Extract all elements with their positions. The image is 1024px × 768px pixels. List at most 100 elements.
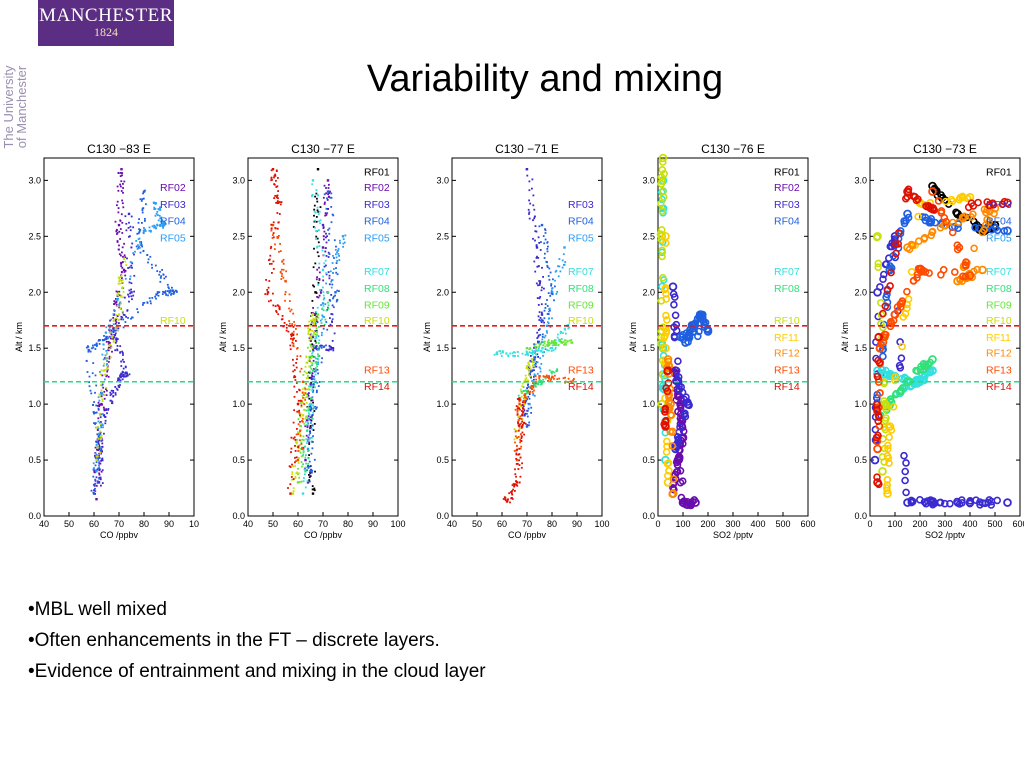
data-point xyxy=(304,486,307,489)
data-point xyxy=(161,225,164,227)
data-point xyxy=(104,419,107,422)
data-point xyxy=(308,388,311,391)
data-point xyxy=(554,285,556,288)
data-point xyxy=(546,248,549,250)
data-point xyxy=(167,286,170,289)
data-point xyxy=(311,399,314,402)
data-point xyxy=(272,292,274,295)
x-tick-label: 50 xyxy=(64,519,74,529)
data-point xyxy=(325,207,328,210)
data-point xyxy=(307,393,309,396)
data-point xyxy=(107,349,110,352)
data-point xyxy=(567,326,570,329)
data-point xyxy=(100,369,103,372)
data-point xyxy=(324,318,327,321)
data-point xyxy=(309,472,311,474)
data-point xyxy=(110,330,113,333)
data-point xyxy=(117,211,120,214)
data-point xyxy=(106,370,109,373)
data-point xyxy=(87,349,91,352)
data-point xyxy=(312,284,314,287)
data-point xyxy=(275,186,278,188)
data-point xyxy=(533,384,536,387)
data-point xyxy=(538,380,541,383)
data-point xyxy=(117,313,121,316)
data-point xyxy=(308,358,311,360)
data-point xyxy=(98,472,100,475)
series-rf14 xyxy=(872,185,1012,489)
legend-label-rf14: RF14 xyxy=(364,381,390,393)
data-point xyxy=(305,438,308,441)
data-point xyxy=(316,197,318,200)
data-point xyxy=(883,489,892,498)
data-point xyxy=(290,476,293,478)
data-point xyxy=(890,310,900,319)
data-point xyxy=(157,214,159,216)
data-point xyxy=(159,277,162,279)
chart-panel-71e: C130 −71 E 0.0 0.5 1.0 1.5 2.0 2.5 3.0 40 50 60 70 8… xyxy=(422,136,610,554)
data-point xyxy=(311,352,313,355)
data-point xyxy=(505,352,508,355)
data-point xyxy=(310,452,313,455)
data-point xyxy=(540,223,544,227)
data-point xyxy=(167,294,169,297)
data-point xyxy=(308,376,311,379)
x-axis-label: SO2 /pptv xyxy=(713,530,754,540)
data-point xyxy=(314,347,317,350)
data-point xyxy=(316,237,319,240)
data-point xyxy=(275,196,278,199)
data-point xyxy=(112,390,115,392)
data-point xyxy=(300,455,303,458)
data-point xyxy=(520,405,522,408)
data-point xyxy=(122,371,124,374)
data-point xyxy=(101,482,104,484)
data-point xyxy=(307,465,309,468)
data-point xyxy=(97,447,100,450)
data-point xyxy=(94,490,97,492)
data-point xyxy=(325,236,327,239)
data-point xyxy=(126,257,128,260)
data-point xyxy=(537,315,540,318)
data-point xyxy=(548,376,550,379)
data-point xyxy=(308,476,311,479)
data-point xyxy=(303,370,306,373)
data-point xyxy=(318,348,320,351)
data-point xyxy=(87,346,90,348)
data-point xyxy=(525,350,528,353)
data-point xyxy=(156,224,159,227)
data-point xyxy=(119,183,121,186)
data-point xyxy=(119,175,122,177)
data-point xyxy=(295,366,298,369)
data-point xyxy=(920,235,928,243)
data-point xyxy=(524,398,527,400)
data-point xyxy=(311,194,314,196)
data-point xyxy=(896,364,905,372)
data-point xyxy=(551,372,553,375)
y-axis-label: Alt / km xyxy=(14,322,24,352)
data-point xyxy=(530,412,532,414)
data-point xyxy=(101,400,104,402)
data-point xyxy=(535,244,538,246)
data-point xyxy=(316,368,319,371)
data-point xyxy=(93,469,96,472)
data-point xyxy=(95,343,98,345)
data-point xyxy=(519,441,521,444)
data-point xyxy=(322,305,325,307)
y-tick-label: 0.5 xyxy=(28,455,41,465)
data-point xyxy=(115,321,118,324)
data-point xyxy=(531,384,533,387)
data-point xyxy=(119,307,122,310)
data-point xyxy=(121,316,124,319)
data-point xyxy=(553,374,556,377)
data-point xyxy=(518,453,521,455)
data-point xyxy=(288,293,291,296)
data-point xyxy=(900,219,909,228)
data-point xyxy=(99,339,101,342)
data-point xyxy=(525,377,528,379)
data-point xyxy=(114,301,117,304)
y-axis-label: Alt / km xyxy=(218,322,228,352)
chart-title: C130 −76 E xyxy=(701,142,765,156)
data-point xyxy=(546,305,549,307)
data-point xyxy=(100,470,103,473)
data-point xyxy=(519,438,521,441)
